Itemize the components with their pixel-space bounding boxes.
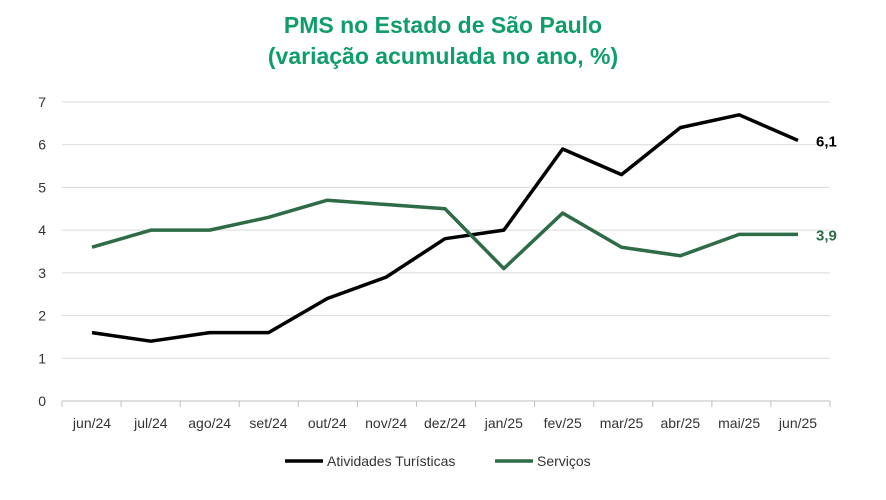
x-tick-label: out/24: [308, 415, 347, 431]
y-tick-label: 1: [38, 350, 46, 366]
x-tick-label: jul/24: [133, 415, 168, 431]
y-tick-label: 0: [38, 393, 46, 409]
x-tick-label: jun/24: [72, 415, 111, 431]
y-tick-label: 6: [38, 137, 46, 153]
legend-entry: Atividades Turísticas: [327, 453, 455, 469]
x-tick-label: jan/25: [484, 415, 523, 431]
legend-entry: Serviços: [537, 453, 591, 469]
series-line-servicos: [91, 198, 798, 271]
chart-subtitle: (variação acumulada no ano, %): [267, 43, 619, 69]
x-tick-label: set/24: [249, 415, 287, 431]
x-tick-label: nov/24: [365, 415, 407, 431]
x-tick-label: jun/25: [778, 415, 817, 431]
chart-title-block: PMS no Estado de São Paulo (variação acu…: [0, 10, 886, 72]
x-tick-label: ago/24: [188, 415, 231, 431]
data-label: 3,9: [816, 227, 837, 244]
x-tick-label: mar/25: [600, 415, 644, 431]
x-tick-label: mai/25: [718, 415, 760, 431]
series-line-atividades-turisticas: [91, 113, 799, 343]
y-tick-label: 3: [38, 265, 46, 281]
data-label: 6,1: [816, 133, 837, 150]
x-tick-label: dez/24: [424, 415, 466, 431]
y-tick-label: 2: [38, 308, 46, 324]
x-tick-label: abr/25: [660, 415, 700, 431]
x-tick-label: fev/25: [544, 415, 582, 431]
chart-title: PMS no Estado de São Paulo: [283, 12, 603, 38]
y-tick-label: 4: [38, 222, 46, 238]
y-tick-label: 5: [38, 179, 46, 195]
y-tick-label: 7: [38, 94, 46, 110]
